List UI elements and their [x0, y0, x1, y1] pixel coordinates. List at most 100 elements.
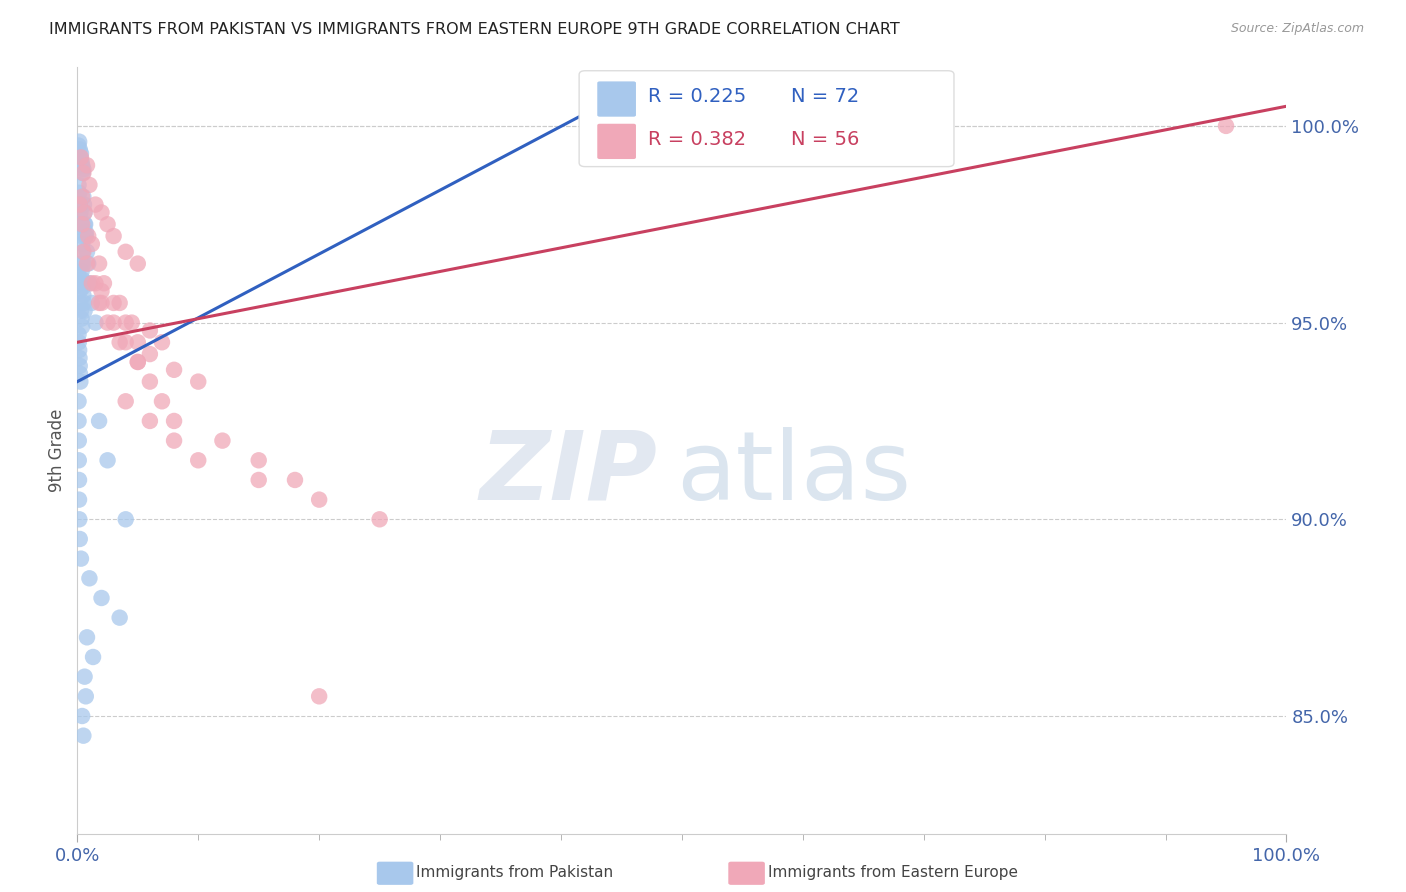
- Point: [103, 296, 125, 310]
- Point: [69, 532, 91, 546]
- Point: [139, 323, 162, 337]
- Point: [69, 284, 91, 298]
- Point: [73, 296, 96, 310]
- Point: [163, 434, 186, 448]
- Point: [67, 135, 90, 149]
- Point: [114, 316, 136, 330]
- Point: [72, 244, 94, 259]
- Point: [70, 146, 93, 161]
- Point: [187, 375, 209, 389]
- Point: [284, 473, 307, 487]
- Point: [150, 394, 173, 409]
- Point: [73, 670, 96, 684]
- Point: [67, 453, 90, 467]
- Point: [69, 143, 91, 157]
- Point: [96, 453, 118, 467]
- Text: Immigrants from Pakistan: Immigrants from Pakistan: [416, 865, 613, 880]
- Point: [67, 277, 90, 291]
- Point: [114, 394, 136, 409]
- Point: [77, 257, 100, 271]
- Point: [87, 257, 110, 271]
- Point: [73, 217, 96, 231]
- Point: [72, 288, 94, 302]
- Point: [70, 257, 93, 271]
- Point: [368, 512, 391, 526]
- Point: [67, 138, 90, 153]
- Point: [114, 244, 136, 259]
- Point: [67, 512, 90, 526]
- Point: [76, 630, 98, 644]
- Point: [70, 709, 93, 723]
- Point: [79, 178, 101, 192]
- Point: [73, 303, 96, 318]
- Point: [67, 268, 90, 283]
- Point: [72, 257, 94, 271]
- Point: [76, 257, 98, 271]
- Point: [69, 351, 91, 365]
- Point: [67, 492, 90, 507]
- Point: [70, 217, 93, 231]
- Point: [70, 264, 93, 278]
- Text: ZIP: ZIP: [479, 427, 658, 520]
- Point: [75, 217, 97, 231]
- Point: [80, 236, 103, 251]
- Point: [108, 335, 131, 350]
- Point: [69, 375, 91, 389]
- Point: [103, 316, 125, 330]
- Point: [127, 257, 149, 271]
- Point: [70, 551, 93, 566]
- Point: [72, 280, 94, 294]
- Point: [247, 453, 270, 467]
- Point: [127, 335, 149, 350]
- Point: [1215, 119, 1237, 133]
- Point: [114, 512, 136, 526]
- Y-axis label: 9th Grade: 9th Grade: [48, 409, 66, 492]
- Point: [67, 434, 90, 448]
- Point: [69, 197, 91, 211]
- Point: [187, 453, 209, 467]
- Point: [87, 296, 110, 310]
- Text: R = 0.225: R = 0.225: [648, 87, 747, 106]
- Point: [80, 277, 103, 291]
- Point: [73, 205, 96, 219]
- Point: [75, 225, 97, 239]
- Point: [87, 414, 110, 428]
- Point: [139, 347, 162, 361]
- Point: [70, 272, 93, 286]
- Text: N = 56: N = 56: [790, 130, 859, 149]
- Point: [127, 355, 149, 369]
- Point: [121, 316, 143, 330]
- Point: [70, 150, 93, 164]
- FancyBboxPatch shape: [598, 124, 636, 159]
- Point: [150, 335, 173, 350]
- Point: [139, 414, 162, 428]
- Point: [70, 158, 93, 172]
- Text: R = 0.382: R = 0.382: [648, 130, 747, 149]
- Point: [139, 375, 162, 389]
- Point: [247, 473, 270, 487]
- Point: [73, 197, 96, 211]
- Text: atlas: atlas: [676, 427, 911, 520]
- Point: [72, 162, 94, 177]
- Point: [211, 434, 233, 448]
- Point: [69, 150, 91, 164]
- Point: [75, 690, 97, 704]
- Point: [67, 473, 90, 487]
- Point: [79, 571, 101, 585]
- Point: [84, 197, 107, 211]
- Point: [67, 178, 90, 192]
- Point: [90, 284, 112, 298]
- Point: [96, 217, 118, 231]
- Point: [69, 359, 91, 373]
- Point: [103, 229, 125, 244]
- Point: [76, 244, 98, 259]
- Point: [163, 414, 186, 428]
- Point: [96, 316, 118, 330]
- Point: [70, 311, 93, 326]
- Point: [114, 335, 136, 350]
- Point: [308, 492, 330, 507]
- Point: [308, 690, 330, 704]
- Point: [108, 296, 131, 310]
- Point: [90, 591, 112, 605]
- Point: [82, 650, 104, 665]
